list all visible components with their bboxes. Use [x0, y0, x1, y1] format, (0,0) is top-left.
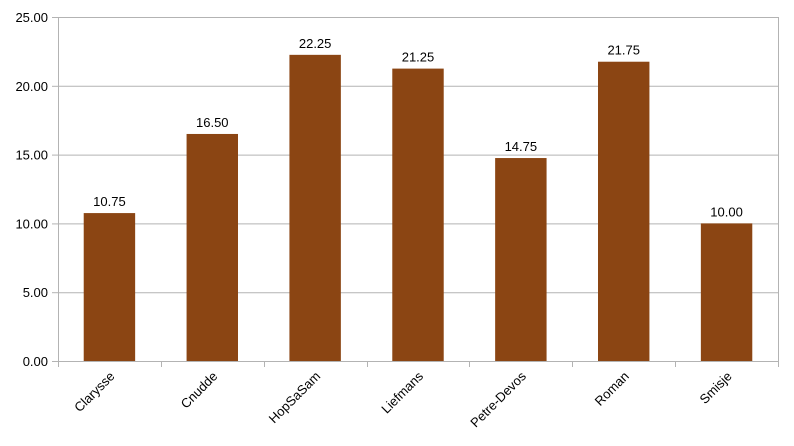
data-label: 22.25	[299, 36, 332, 51]
x-axis-categories: Clarysse Cnudde HopSaSam Liefmans Petre-Devo…	[71, 368, 735, 430]
y-tick-label: 25.00	[15, 10, 48, 25]
bar-hopsasam	[289, 54, 341, 362]
y-tick-label: 20.00	[15, 79, 48, 94]
x-category-label: Clarysse	[71, 369, 117, 415]
bar-roman	[598, 61, 650, 361]
bar-cnudde	[186, 133, 238, 361]
data-labels: 10.75 16.50 22.25 21.25 14.75 21.75 10.00	[93, 36, 743, 220]
x-category-label: Cnudde	[178, 369, 221, 412]
x-category-label: Smisje	[696, 369, 734, 407]
bar-liefmans	[392, 68, 444, 361]
data-label: 16.50	[196, 115, 229, 130]
y-axis-ticks: 0.00 5.00 10.00 15.00 20.00 25.00	[15, 10, 48, 369]
bar-petre-devos	[495, 158, 547, 361]
data-label: 14.75	[505, 139, 538, 154]
bars	[83, 54, 753, 362]
x-category-label: Liefmans	[378, 368, 426, 416]
x-category-label: Roman	[592, 369, 632, 409]
y-tick-label: 5.00	[23, 285, 48, 300]
bar-clarysse	[83, 213, 136, 361]
bar-smisje	[700, 223, 753, 361]
y-tick-label: 0.00	[23, 354, 48, 369]
x-category-label: Petre-Devos	[467, 368, 529, 430]
x-category-label: HopSaSam	[266, 369, 324, 427]
data-label: 10.00	[710, 204, 743, 219]
data-label: 10.75	[93, 194, 126, 209]
y-tick-label: 15.00	[15, 148, 48, 163]
data-label: 21.75	[607, 43, 640, 58]
data-label: 21.25	[402, 50, 435, 65]
y-tick-label: 10.00	[15, 216, 48, 231]
